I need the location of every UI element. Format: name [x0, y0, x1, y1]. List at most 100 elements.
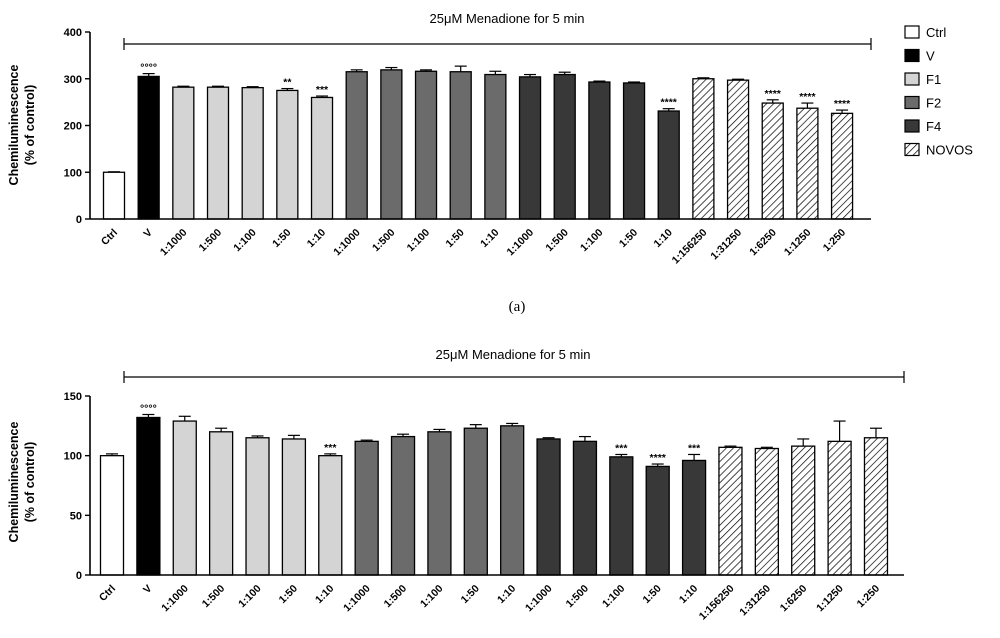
- bar-f4: [657, 110, 680, 220]
- legend-swatch-f1: [904, 72, 920, 86]
- chart-panel-a: 25μM Menadione for 5 min Chemiluminescen…: [7, 11, 872, 315]
- category-label: 1:500: [200, 583, 228, 611]
- category-label: 1:50: [270, 227, 293, 250]
- y-axis-title-line2: (% of control): [23, 442, 37, 523]
- bar-f2: [380, 69, 403, 220]
- category-label: 1:50: [459, 583, 482, 606]
- bar-novos: [754, 447, 779, 576]
- significance-label: ****: [834, 98, 851, 110]
- bar-f2: [500, 425, 525, 576]
- significance-label: ****: [661, 97, 678, 109]
- bar-f1: [241, 86, 264, 220]
- category-label: 1:31250: [737, 583, 773, 619]
- category-label: 1:1250: [814, 583, 846, 615]
- category-label: 1:10: [677, 583, 700, 606]
- significance-label: ***: [688, 442, 701, 454]
- category-label: 1:1000: [331, 227, 363, 259]
- legend-label-f2: F2: [926, 96, 941, 111]
- bar-f4: [622, 82, 646, 220]
- category-label: 1:500: [197, 227, 225, 255]
- bar-f2: [463, 427, 488, 576]
- legend-swatch-f4: [904, 119, 920, 133]
- category-label: 1:31250: [708, 227, 744, 263]
- category-label: 1:1250: [782, 227, 814, 259]
- y-axis-title-line2: (% of control): [23, 85, 37, 166]
- bar-ctrl: [99, 455, 125, 576]
- y-tick-label: 150: [64, 391, 82, 403]
- significance-label: ***: [615, 442, 628, 454]
- bar-f4: [588, 81, 611, 220]
- y-tick-label: 100: [64, 451, 82, 463]
- y-tick-label: 400: [64, 27, 82, 39]
- bar-novos: [830, 112, 854, 220]
- category-label: 1:500: [543, 227, 571, 255]
- category-label: 1:6250: [747, 227, 779, 259]
- category-label: Ctrl: [99, 227, 120, 248]
- bar-f4: [609, 456, 634, 576]
- significance-label: ****: [799, 91, 816, 103]
- bar-novos: [718, 446, 743, 576]
- category-label: 1:10: [478, 227, 501, 250]
- category-label: 1:50: [443, 227, 466, 250]
- bar-f1: [310, 96, 334, 220]
- category-label: 1:100: [231, 227, 259, 255]
- bar-novos: [791, 445, 816, 576]
- significance-label: ***: [316, 84, 329, 96]
- category-label: 1:100: [236, 583, 264, 611]
- y-axis-title: Chemiluminescence (% of control): [7, 422, 37, 543]
- bar-f2: [484, 73, 507, 220]
- legend-swatch-ctrl: [904, 25, 920, 39]
- significance-label: °°°°: [140, 62, 157, 74]
- error-bars: [106, 413, 882, 467]
- category-label: 1:1000: [341, 583, 373, 615]
- bar-f4: [553, 73, 576, 220]
- legend-label-f1: F1: [926, 72, 941, 87]
- bracket-label: 25μM Menadione for 5 min: [436, 347, 591, 362]
- bar-f1: [208, 431, 234, 576]
- error-bars: [108, 65, 849, 173]
- bar-f4: [681, 459, 707, 576]
- bar-ctrl: [102, 171, 126, 220]
- bar-f2: [427, 431, 452, 576]
- category-label: 1:500: [564, 583, 592, 611]
- category-label: 1:6250: [778, 583, 810, 615]
- bar-f1: [281, 438, 307, 576]
- bar-novos: [827, 440, 852, 576]
- category-label: 1:1000: [505, 227, 537, 259]
- bar-f4: [572, 440, 598, 576]
- bar-series: [102, 69, 854, 220]
- category-label: 1:100: [418, 583, 446, 611]
- bar-novos: [692, 78, 715, 220]
- bar-series: [99, 416, 889, 576]
- y-axis-ticks: 0 50 100 150: [64, 391, 90, 582]
- category-label: 1:100: [405, 227, 433, 255]
- bar-f1: [318, 455, 343, 576]
- y-axis-ticks: 0 100 200 300 400: [64, 27, 90, 226]
- legend: Ctrl V F1 F2 F4 NOVOS: [904, 25, 973, 158]
- bar-f2: [390, 435, 416, 576]
- y-axis-title-line1: Chemiluminescence: [7, 422, 21, 543]
- legend-label-f4: F4: [926, 119, 941, 134]
- bar-f1: [245, 437, 270, 576]
- x-axis-labels: Ctrl V 1:1000 1:500 1:100 1:50 1:10 1:1000 1:500…: [99, 227, 848, 267]
- bar-f2: [414, 70, 438, 220]
- legend-swatch-f2: [904, 95, 920, 110]
- panel-label-a: (a): [509, 299, 526, 315]
- bar-v: [136, 416, 161, 576]
- category-label: 1:250: [821, 227, 849, 255]
- x-axis-labels: Ctrl V 1:1000 1:500 1:100 1:50 1:10 1:1000 1:500…: [97, 583, 882, 623]
- category-label: 1:10: [495, 583, 518, 606]
- bar-novos: [796, 107, 819, 220]
- category-label: 1:50: [617, 227, 640, 250]
- category-label: 1:500: [370, 227, 398, 255]
- category-label: 1:10: [651, 227, 674, 250]
- bar-f2: [449, 71, 472, 220]
- y-axis-title-line1: Chemiluminescence: [7, 65, 21, 186]
- category-label: 1:1000: [523, 583, 555, 615]
- bar-v: [137, 75, 160, 220]
- category-label: 1:10: [305, 227, 328, 250]
- significance-marks: °°°°*** **********: [140, 402, 701, 464]
- significance-label: ****: [765, 88, 782, 100]
- bar-novos: [761, 102, 784, 220]
